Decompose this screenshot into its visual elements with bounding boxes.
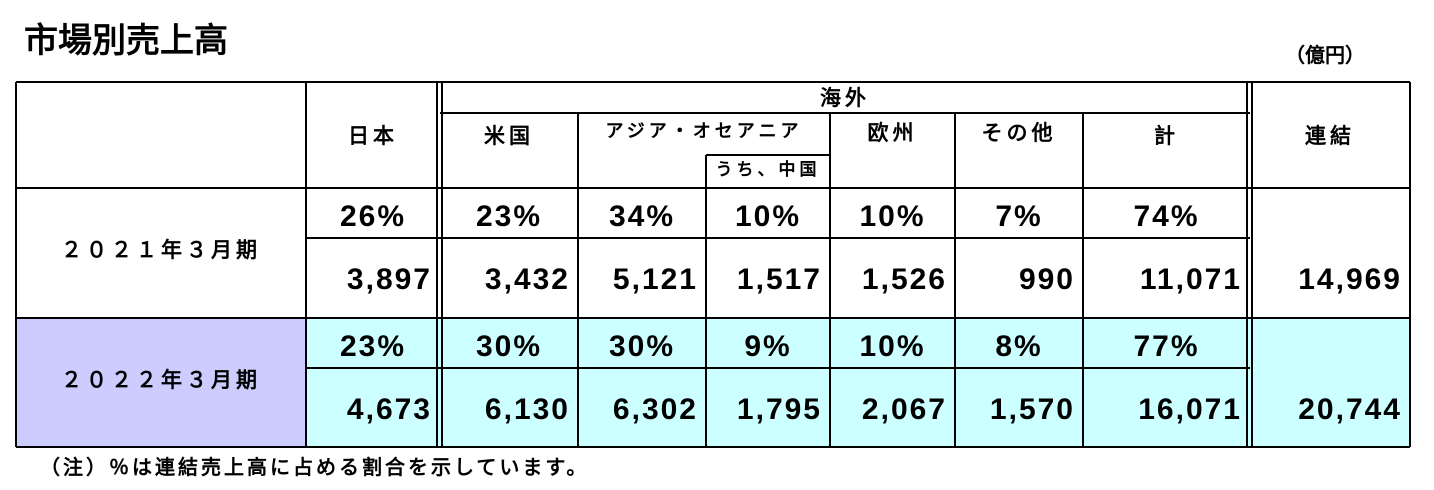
note: （注）％は連結売上高に占める割合を示しています。	[40, 455, 590, 479]
value-cell: 1,526	[861, 263, 947, 296]
value-cell: 6,130	[484, 393, 570, 426]
column-header: 計	[1154, 124, 1179, 148]
column-header: アジア・オセアニア	[605, 121, 803, 142]
header: 海外	[820, 86, 870, 110]
column-header: 連結	[1305, 124, 1355, 148]
row-bg	[306, 318, 1410, 447]
share-cell: 30%	[475, 330, 543, 363]
share-cell: 77%	[1133, 330, 1200, 363]
column-header: 日本	[348, 124, 398, 148]
value-cell: 990	[1018, 263, 1075, 296]
column-header: 欧州	[867, 121, 918, 145]
row-label: ２０２２年３月期	[61, 368, 261, 392]
grid-lines	[15, 81, 1411, 448]
share-cell: 34%	[608, 200, 676, 233]
row-label: ２０２１年３月期	[61, 238, 261, 262]
value-cell: 11,071	[1139, 263, 1242, 296]
share-cell: 8%	[995, 330, 1043, 363]
share-cell: 7%	[995, 200, 1043, 233]
share-cell: 23%	[475, 200, 543, 233]
share-cell: 9%	[744, 330, 792, 363]
value-cell: 1,570	[989, 393, 1075, 426]
share-cell: 23%	[339, 330, 407, 363]
unit: （億円）	[1285, 43, 1365, 67]
title: 市場別売上高	[24, 21, 228, 61]
column-header: うち、中国	[715, 160, 821, 180]
share-cell: 10%	[734, 200, 802, 233]
row-bg	[16, 318, 306, 447]
value-cell: 1,517	[736, 263, 822, 296]
column-header: その他	[981, 121, 1057, 145]
value-cell: 2,067	[861, 393, 947, 426]
value-cell: 1,795	[736, 393, 822, 426]
share-cell: 74%	[1133, 200, 1200, 233]
share-cell: 10%	[859, 200, 926, 233]
share-cell: 26%	[339, 200, 407, 233]
share-cell: 10%	[859, 330, 926, 363]
column-header: 米国	[484, 124, 534, 148]
value-cell: 3,432	[484, 263, 570, 296]
value-cell: 6,302	[612, 393, 698, 426]
total-cell: 20,744	[1298, 393, 1402, 426]
value-cell: 4,673	[346, 393, 432, 426]
value-cell: 16,071	[1138, 393, 1242, 426]
share-cell: 30%	[608, 330, 676, 363]
total-cell: 14,969	[1298, 263, 1402, 296]
value-cell: 5,121	[612, 263, 698, 296]
value-cell: 3,897	[346, 263, 432, 296]
